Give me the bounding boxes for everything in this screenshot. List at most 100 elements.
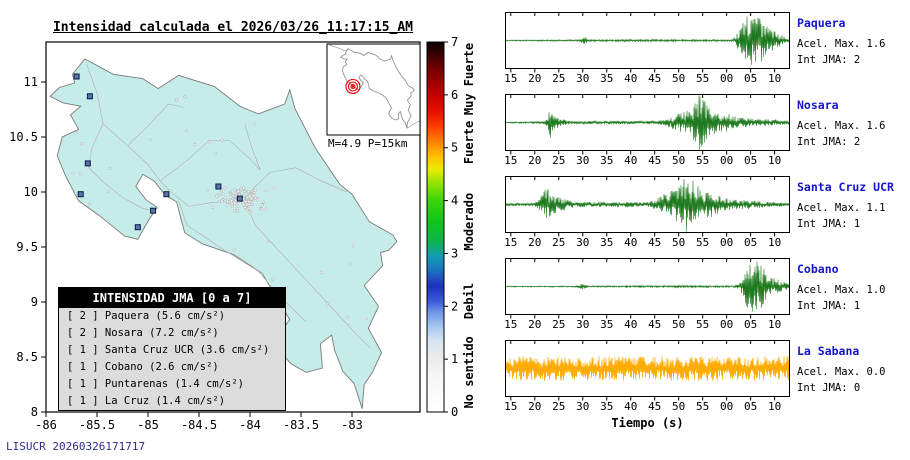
time-tick-label: 40	[624, 236, 637, 248]
legend-entry: [ 1 ] La Cruz (1.4 cm/s²)	[67, 395, 226, 407]
time-tick-label: 10	[768, 72, 781, 84]
station-marker	[134, 224, 141, 231]
time-tick-label: 05	[744, 72, 757, 84]
station-name: Santa Cruz UCR	[797, 180, 894, 194]
colorbar-value: 5	[451, 141, 458, 155]
time-tick-label: 00	[720, 236, 733, 248]
seismogram-plot: 15 20 25 30 35 40 45 50 55 00 05 10	[505, 12, 790, 84]
time-tick-label: 15	[505, 154, 517, 166]
time-tick-label: 55	[696, 236, 709, 248]
y-tick-label: 10	[24, 185, 38, 199]
station-marker	[73, 73, 80, 80]
waveform-trace	[506, 356, 789, 382]
time-ticks	[510, 340, 776, 401]
colorbar-value: 4	[451, 194, 458, 208]
y-tick-label: 9.5	[16, 240, 38, 254]
station-name: Nosara	[797, 98, 839, 112]
time-tick-label: 35	[600, 72, 613, 84]
legend-entry: [ 1 ] Cobano (2.6 cm/s²)	[67, 361, 219, 373]
acceleration-max: Acel. Max. 1.1	[797, 202, 886, 214]
time-tick-label: 25	[552, 400, 565, 412]
time-tick-label: 40	[624, 154, 637, 166]
time-tick-label: 20	[528, 400, 541, 412]
time-ticks	[510, 94, 776, 155]
legend-entry: [ 1 ] Puntarenas (1.4 cm/s²)	[67, 378, 245, 390]
time-tick-label: 45	[648, 154, 661, 166]
intensity-map: -86 -85.5 -85 -84.5 -84 -83.5 -8388.599.51010.…	[9, 35, 476, 432]
y-tick-label: 8.5	[16, 350, 38, 364]
station-markers	[73, 73, 243, 231]
road-network	[86, 64, 371, 349]
report-dots	[71, 95, 368, 327]
seismogram-panel: 15 20 25 30 35 40 45 50 55 00 05 10 Paquera Acel. M…	[505, 12, 910, 84]
seismogram-panel: 15 20 25 30 35 40 45 50 55 00 05 10 La Sabana Acel.…	[505, 340, 910, 412]
seismogram-panel: 15 20 25 30 35 40 45 50 55 00 05 10 Santa Cruz UCR …	[505, 176, 910, 248]
time-tick-label: 20	[528, 318, 541, 330]
time-axis-label: Tiempo (s)	[611, 416, 684, 430]
time-ticks	[510, 12, 776, 73]
legend-title: INTENSIDAD JMA [0 a 7]	[59, 288, 285, 308]
time-ticks	[510, 258, 776, 319]
time-tick-label: 35	[600, 318, 613, 330]
time-tick-label: 50	[672, 318, 685, 330]
time-tick-label: 20	[528, 154, 541, 166]
station-marker	[163, 191, 170, 198]
time-tick-label: 50	[672, 236, 685, 248]
intensity-jma: Int JMA: 1	[797, 218, 861, 230]
station-info: Cobano Acel. Max. 1.0 Int JMA: 1	[797, 258, 910, 312]
colorbar-category-label: Muy Fuerte	[462, 43, 476, 115]
time-tick-label: 45	[648, 400, 661, 412]
report-title: Intensidad calculada el 2026/03/26_11:17…	[52, 20, 414, 35]
time-tick-label: 05	[744, 236, 757, 248]
time-tick-label: 35	[600, 236, 613, 248]
x-tick-label: -86	[35, 418, 57, 432]
time-tick-label: 00	[720, 72, 733, 84]
waveform-trace	[506, 261, 789, 312]
colorbar-value: 3	[451, 246, 458, 260]
time-tick-label: 20	[528, 236, 541, 248]
colorbar-category-label: Fuerte	[462, 121, 476, 164]
time-tick-labels: 15 20 25 30 35 40 45 50 55 00 05 10	[505, 154, 781, 166]
station-name: La Sabana	[797, 344, 860, 358]
intensity-jma: Int JMA: 0	[797, 382, 861, 394]
time-tick-label: 30	[576, 318, 589, 330]
time-tick-label: 25	[552, 236, 565, 248]
colorbar-category-label: Moderado	[462, 193, 476, 251]
time-tick-label: 30	[576, 400, 589, 412]
time-tick-label: 05	[744, 154, 757, 166]
time-tick-label: 25	[552, 72, 565, 84]
time-tick-label: 50	[672, 154, 685, 166]
time-tick-label: 10	[768, 318, 781, 330]
acceleration-max: Acel. Max. 0.0	[797, 366, 886, 378]
time-tick-label: 20	[528, 72, 541, 84]
time-tick-label: 55	[696, 72, 709, 84]
seismogram-plot: 15 20 25 30 35 40 45 50 55 00 05 10	[505, 176, 790, 248]
station-name: Paquera	[797, 16, 846, 30]
acceleration-max: Acel. Max. 1.6	[797, 38, 886, 50]
intensity-colorbar	[426, 41, 445, 413]
colorbar-value: 1	[451, 352, 458, 366]
y-tick-label: 11	[24, 75, 38, 89]
station-info: Santa Cruz UCR Acel. Max. 1.1 Int JMA: 1	[797, 176, 910, 230]
time-tick-label: 35	[600, 400, 613, 412]
time-tick-labels: 15 20 25 30 35 40 45 50 55 00 05 10	[505, 400, 781, 412]
intensity-legend: INTENSIDAD JMA [0 a 7] [ 2 ] Paquera (5.…	[58, 287, 286, 411]
station-marker	[236, 195, 243, 202]
station-info: Nosara Acel. Max. 1.6 Int JMA: 2	[797, 94, 910, 148]
station-marker	[84, 160, 91, 167]
intensity-jma: Int JMA: 1	[797, 300, 861, 312]
time-tick-labels: 15 20 25 30 35 40 45 50 55 00 05 10	[505, 318, 781, 330]
time-tick-label: 00	[720, 400, 733, 412]
station-name: Cobano	[797, 262, 839, 276]
y-tick-label: 9	[31, 295, 38, 309]
time-ticks	[510, 176, 776, 237]
time-tick-label: 15	[505, 72, 517, 84]
map-axis-ticks	[41, 81, 353, 417]
intensity-jma: Int JMA: 2	[797, 136, 861, 148]
time-tick-label: 00	[720, 154, 733, 166]
colorbar-value: 2	[451, 299, 458, 313]
time-tick-labels: 15 20 25 30 35 40 45 50 55 00 05 10	[505, 72, 781, 84]
waveform-trace	[506, 95, 789, 150]
time-tick-label: 55	[696, 318, 709, 330]
